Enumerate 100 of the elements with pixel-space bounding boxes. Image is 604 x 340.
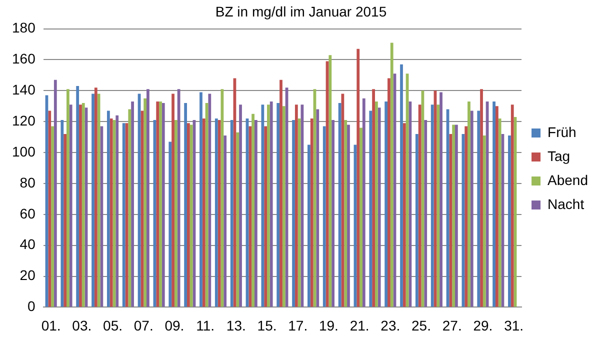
bar <box>94 88 98 307</box>
bar <box>508 136 511 307</box>
bar <box>298 118 301 307</box>
bar <box>200 92 202 307</box>
bar <box>230 120 234 307</box>
legend-label: Abend <box>548 172 588 188</box>
bar <box>264 126 268 307</box>
bar <box>468 101 470 307</box>
bar <box>470 110 474 307</box>
legend-label: Nacht <box>548 196 584 212</box>
bar <box>252 114 254 307</box>
x-tick-label: 01. <box>41 317 61 334</box>
bar <box>430 104 434 307</box>
bar <box>328 55 332 307</box>
x-tick-label: 27. <box>442 317 462 334</box>
bar <box>184 103 187 307</box>
bar <box>344 120 348 307</box>
bar <box>76 86 80 307</box>
chart-title: BZ in mg/dl im Januar 2015 <box>215 3 387 20</box>
bar <box>360 128 362 307</box>
bar <box>316 109 320 307</box>
bar <box>356 48 360 307</box>
bar <box>110 118 113 307</box>
bar <box>402 123 406 307</box>
bar <box>388 78 390 307</box>
bar <box>282 106 286 307</box>
y-tick-label: 140 <box>12 82 36 98</box>
bar <box>202 118 206 307</box>
bar <box>146 89 150 307</box>
bar <box>440 92 442 307</box>
bar <box>190 124 193 307</box>
bar <box>332 120 334 307</box>
bar <box>64 134 66 307</box>
bar <box>156 101 160 307</box>
bar <box>159 101 162 307</box>
x-tick-label: 29. <box>473 317 493 334</box>
bar <box>498 118 502 307</box>
x-tick-label: 15. <box>257 317 277 334</box>
bar <box>270 101 273 307</box>
bar <box>415 134 418 307</box>
bar <box>122 123 126 307</box>
bar <box>162 103 165 307</box>
bar <box>308 144 310 307</box>
bar <box>292 120 295 307</box>
bar <box>208 94 212 307</box>
x-tick-label: 09. <box>164 317 184 334</box>
bar <box>372 89 375 307</box>
bar <box>408 101 412 307</box>
bar <box>187 123 190 307</box>
bar <box>261 104 264 307</box>
bar <box>462 134 465 307</box>
bar <box>224 136 227 307</box>
x-tick-label: 11. <box>196 317 215 334</box>
bar <box>248 126 252 307</box>
bar <box>400 64 403 307</box>
bar <box>168 142 172 307</box>
bar <box>177 89 180 307</box>
bar <box>254 120 258 307</box>
x-tick-label: 31. <box>504 317 524 334</box>
bar <box>79 104 82 307</box>
bar <box>140 110 144 307</box>
y-tick-label: 60 <box>20 205 36 222</box>
x-tick-label: 17. <box>288 317 308 334</box>
bar <box>280 80 282 307</box>
bar <box>464 126 468 307</box>
y-tick-label: 120 <box>12 112 36 128</box>
y-tick-label: 40 <box>20 236 36 252</box>
y-tick-label: 180 <box>12 20 36 36</box>
y-tick-label: 0 <box>28 298 36 314</box>
y-tick-label: 100 <box>12 143 36 160</box>
bar <box>369 110 372 307</box>
bar <box>54 80 57 307</box>
bar <box>482 136 486 307</box>
bar <box>144 98 147 307</box>
bar <box>424 120 428 307</box>
bar <box>362 98 366 307</box>
bar <box>452 124 455 307</box>
bar <box>492 101 496 307</box>
bar <box>276 103 280 307</box>
bar <box>390 42 394 307</box>
legend-label: Tag <box>548 148 570 164</box>
bar <box>384 101 388 307</box>
x-tick-label: 03. <box>72 317 92 334</box>
bar <box>347 124 350 307</box>
bar <box>92 94 94 307</box>
bar <box>374 101 378 307</box>
bar <box>66 89 70 307</box>
bar <box>239 104 242 307</box>
bar <box>51 126 54 307</box>
bar <box>214 118 218 307</box>
bar <box>174 120 178 307</box>
bar <box>131 101 134 307</box>
bar <box>480 89 483 307</box>
bar <box>82 103 85 307</box>
bar <box>48 110 52 307</box>
bar <box>455 124 458 307</box>
bar <box>220 89 224 307</box>
bar <box>341 94 344 307</box>
bar <box>310 118 314 307</box>
bar <box>267 104 270 307</box>
